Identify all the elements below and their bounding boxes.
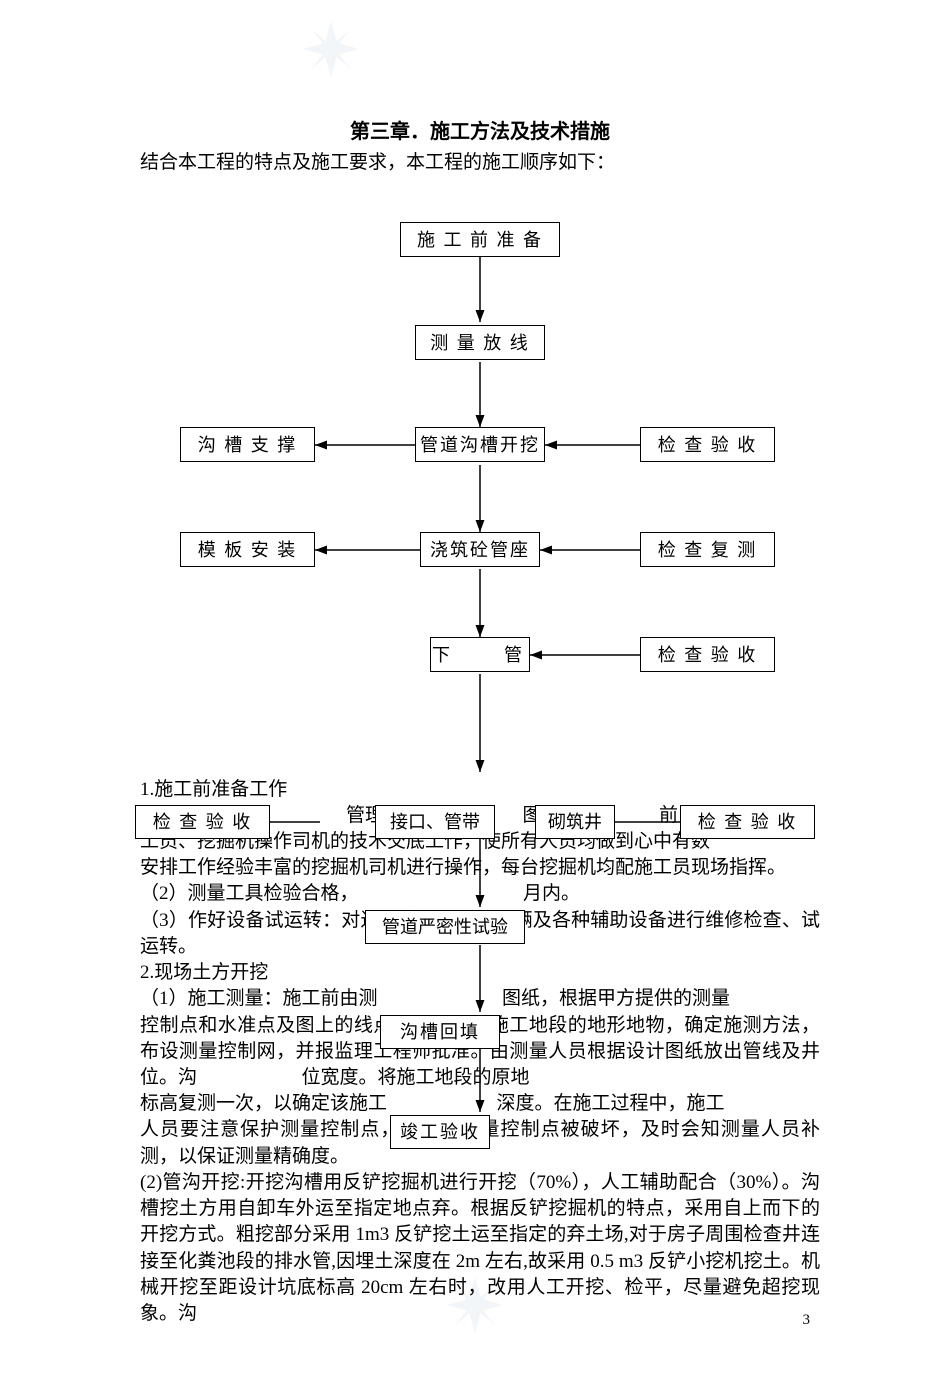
flow-recheck: 检 查 复 测 [640, 532, 775, 567]
p8b: 深度。在施工过程中，施工 [497, 1093, 725, 1114]
flow-inspect2: 检 查 验 收 [640, 637, 775, 672]
intro-text: 结合本工程的特点及施工要求，本工程的施工顺序如下： [140, 150, 820, 177]
flow-inspect1: 检 查 验 收 [640, 427, 775, 462]
p3: 安排工作经验丰富的挖掘机司机进行操作，每台挖掘机均配施工员现场指挥。 [140, 855, 820, 881]
flow-trench: 管道沟槽开挖 [415, 427, 545, 462]
flow-backfill: 沟槽回填 [380, 1015, 500, 1050]
section-2-head: 2.现场土方开挖 [140, 960, 820, 986]
flow-joint: 接口、管带 [375, 805, 495, 840]
body-text: 检 查 验 收 接口、管带 砌筑井 检 查 验 收 管道严密性试验 沟槽回填 竣… [140, 777, 820, 1328]
flow-support: 沟 槽 支 撑 [180, 427, 315, 462]
flow-masonry: 砌筑井 [535, 805, 615, 840]
p4a: （2）测量工具检验合格， [140, 883, 359, 904]
p6b: 图纸，根据甲方提供的测量 [502, 988, 730, 1009]
chapter-title: 第三章．施工方法及技术措施 [140, 115, 820, 144]
p7b: 位宽度。将施工地段的原地 [302, 1067, 530, 1088]
p6: （1）施工测量：施工前由测 图纸，根据甲方提供的测量 [140, 986, 820, 1012]
section-1-head: 1.施工前准备工作 [140, 777, 820, 803]
flow-tightness: 管道严密性试验 [365, 910, 525, 945]
flow-inspect3: 检 查 验 收 [135, 805, 270, 840]
flow-final: 竣工验收 [390, 1115, 490, 1150]
p6a: （1）施工测量：施工前由测 [140, 988, 378, 1009]
flow-lower: 下 管 [430, 637, 530, 672]
flow-formwork: 模 板 安 装 [180, 532, 315, 567]
flow-prep: 施 工 前 准 备 [400, 222, 560, 257]
p4: （2）测量工具检验合格， 月内。 [140, 881, 820, 907]
flow-inspect4: 检 查 验 收 [680, 805, 815, 840]
p8: 标高复测一次，以确定该施工 深度。在施工过程中，施工 [140, 1091, 820, 1117]
flow-survey: 测 量 放 线 [415, 325, 545, 360]
document-page: 第三章．施工方法及技术措施 结合本工程的特点及施工要求，本工程的施工顺序如下： [0, 0, 950, 1387]
p8a: 标高复测一次，以确定该施工 [140, 1093, 387, 1114]
flowchart-connectors [140, 217, 820, 777]
p4b: 月内。 [523, 883, 580, 904]
flow-pour: 浇筑砼管座 [420, 532, 540, 567]
p10: (2)管沟开挖:开挖沟槽用反铲挖掘机进行开挖（70%），人工辅助配合（30%）。… [140, 1170, 820, 1327]
flowchart: 施 工 前 准 备 测 量 放 线 沟 槽 支 撑 管道沟槽开挖 检 查 验 收… [140, 217, 820, 777]
